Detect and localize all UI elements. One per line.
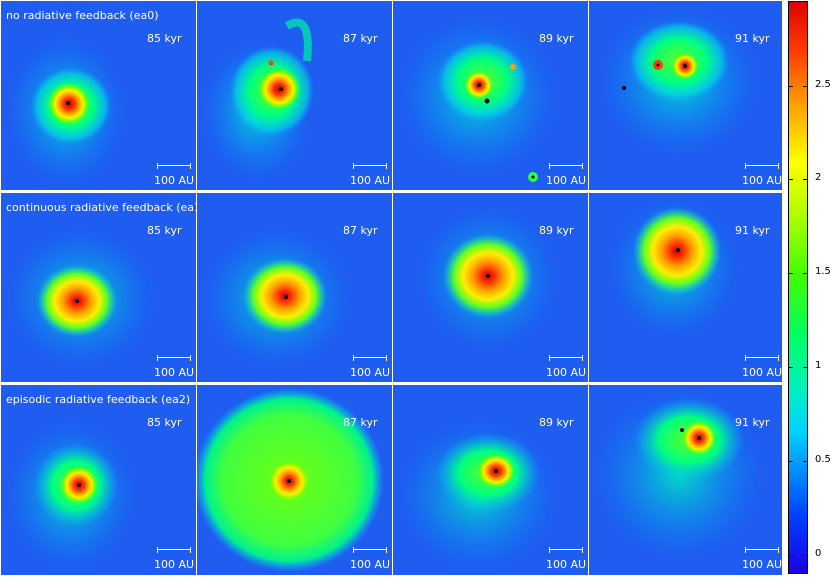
- scale-label: 100 AU: [742, 366, 782, 379]
- scale-bar: [353, 355, 387, 361]
- time-label: 89 kyr: [539, 32, 574, 45]
- scale-label: 100 AU: [546, 366, 587, 379]
- panel-ea0-91: 91 kyr 100 AU: [589, 1, 782, 190]
- time-label: 85 kyr: [147, 416, 182, 429]
- density-map: [393, 193, 588, 382]
- panel-ea1-85: continuous radiative feedback (ea1) 85 k…: [1, 193, 196, 382]
- colorbar-tick: [788, 85, 793, 87]
- colorbar-tick: [788, 273, 793, 275]
- time-label: 87 kyr: [343, 224, 378, 237]
- colorbar-tick: [803, 461, 808, 463]
- scale-bar: [745, 163, 779, 169]
- colorbar-tick-label: 1: [815, 360, 822, 372]
- colorbar-tick-label: 2.5: [815, 78, 830, 90]
- time-label: 87 kyr: [343, 416, 378, 429]
- row-title: no radiative feedback (ea0): [6, 9, 159, 22]
- density-map: [1, 385, 196, 575]
- panel-ea2-89: 89 kyr 100 AU: [393, 385, 588, 575]
- scale-bar: [157, 163, 191, 169]
- colorbar-tick-label: 0: [815, 548, 822, 560]
- colorbar-tick: [788, 461, 793, 463]
- density-map: [1, 1, 196, 190]
- colorbar-tick-label: 2: [815, 172, 822, 184]
- time-label: 85 kyr: [147, 224, 182, 237]
- scale-bar: [353, 547, 387, 553]
- colorbar-tick: [803, 367, 808, 369]
- time-label: 91 kyr: [735, 224, 770, 237]
- density-map: [197, 1, 392, 190]
- colorbar-tick: [788, 179, 793, 181]
- density-map: [393, 385, 588, 575]
- scale-label: 100 AU: [546, 174, 587, 187]
- time-label: 89 kyr: [539, 416, 574, 429]
- colorbar-tick: [803, 85, 808, 87]
- colorbar-tick: [803, 179, 808, 181]
- scale-label: 100 AU: [154, 558, 195, 571]
- colorbar-tick: [788, 367, 793, 369]
- density-map: [589, 385, 782, 575]
- panel-ea0-87: 87 kyr 100 AU: [197, 1, 392, 190]
- colorbar: [788, 1, 808, 574]
- panel-ea2-85: episodic radiative feedback (ea2) 85 kyr…: [1, 385, 196, 575]
- density-map: [589, 1, 782, 190]
- panel-ea2-91: 91 kyr 100 AU: [589, 385, 782, 575]
- density-map: [1, 193, 196, 382]
- density-map: [393, 1, 588, 190]
- scale-label: 100 AU: [350, 174, 391, 187]
- panel-ea1-89: 89 kyr 100 AU: [393, 193, 588, 382]
- scale-bar: [745, 547, 779, 553]
- time-label: 91 kyr: [735, 32, 770, 45]
- panel-ea0-89: 89 kyr 100 AU: [393, 1, 588, 190]
- colorbar-tick: [803, 555, 808, 557]
- scale-label: 100 AU: [546, 558, 587, 571]
- time-label: 85 kyr: [147, 32, 182, 45]
- density-map: [589, 193, 782, 382]
- scale-bar: [549, 355, 583, 361]
- colorbar-tick-label: 1.5: [815, 266, 830, 278]
- scale-bar: [353, 163, 387, 169]
- scale-label: 100 AU: [350, 366, 391, 379]
- colorbar-tick: [803, 273, 808, 275]
- panel-ea1-91: 91 kyr 100 AU: [589, 193, 782, 382]
- row-title: continuous radiative feedback (ea1): [6, 201, 196, 214]
- panel-ea2-87: 87 kyr 100 AU: [197, 385, 392, 575]
- time-label: 87 kyr: [343, 32, 378, 45]
- scale-bar: [157, 355, 191, 361]
- row-title: episodic radiative feedback (ea2): [6, 393, 191, 406]
- time-label: 91 kyr: [735, 416, 770, 429]
- colorbar-tick: [788, 555, 793, 557]
- scale-bar: [745, 355, 779, 361]
- colorbar-tick-label: 0.5: [815, 454, 830, 466]
- density-map: [197, 193, 392, 382]
- scale-label: 100 AU: [742, 558, 782, 571]
- scale-label: 100 AU: [742, 174, 782, 187]
- density-map: [197, 385, 392, 575]
- scale-label: 100 AU: [154, 174, 195, 187]
- scale-bar: [549, 547, 583, 553]
- panel-ea1-87: 87 kyr 100 AU: [197, 193, 392, 382]
- scale-bar: [549, 163, 583, 169]
- panel-ea0-85: no radiative feedback (ea0) 85 kyr 100 A…: [1, 1, 196, 190]
- time-label: 89 kyr: [539, 224, 574, 237]
- scale-bar: [157, 547, 191, 553]
- scale-label: 100 AU: [154, 366, 195, 379]
- scale-label: 100 AU: [350, 558, 391, 571]
